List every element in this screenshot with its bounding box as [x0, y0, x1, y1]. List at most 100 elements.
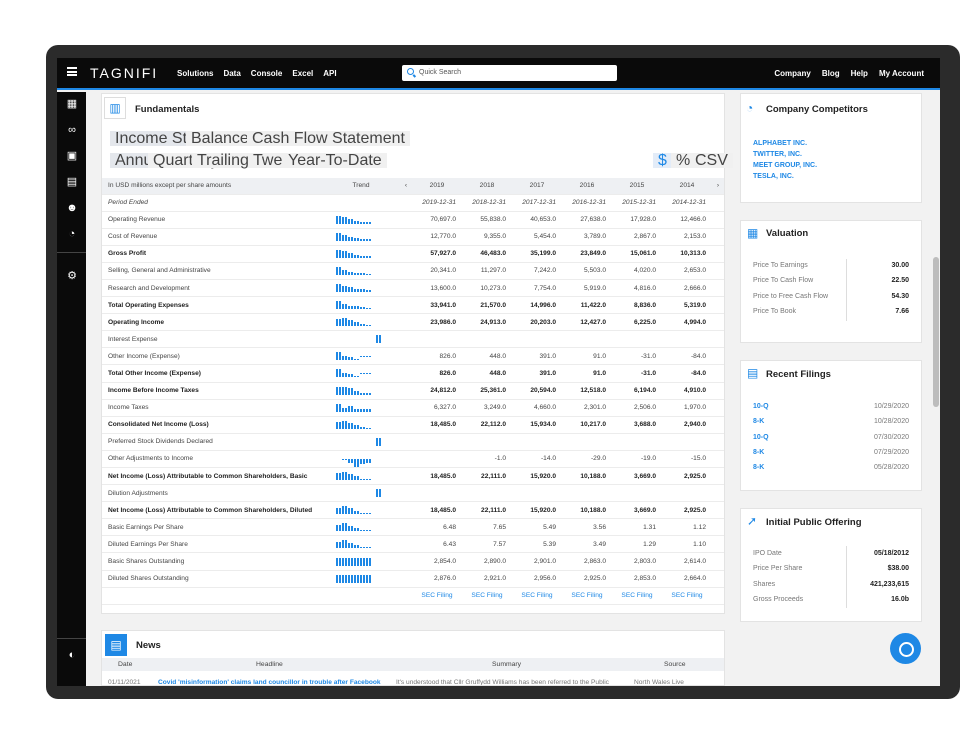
- competitor-link[interactable]: TWITTER, INC.: [753, 151, 802, 158]
- table-row: Selling, General and Administrative 20,34…: [102, 262, 724, 280]
- sec-filing-link[interactable]: SEC Filing: [462, 587, 512, 605]
- value-cell: 2,653.0: [662, 262, 712, 280]
- nav-api[interactable]: API: [323, 69, 337, 78]
- value-cell: 23,849.0: [562, 245, 612, 263]
- nav-excel[interactable]: Excel: [292, 69, 314, 78]
- col-headline[interactable]: Headline: [256, 661, 283, 668]
- value-cell: 46,483.0: [462, 245, 512, 263]
- nav-help[interactable]: Help: [850, 69, 868, 78]
- value-cell: 2017-12-31: [512, 194, 562, 212]
- value-cell: 91.0: [562, 347, 612, 366]
- trend-bar: [369, 307, 371, 310]
- scrollbar-thumb[interactable]: [933, 257, 939, 407]
- row-label: Other Adjustments to Income: [102, 450, 322, 469]
- nav-console[interactable]: Console: [250, 69, 283, 78]
- trend-bar: [354, 425, 356, 429]
- trend-bar: [336, 215, 338, 224]
- sec-filing-link[interactable]: SEC Filing: [562, 587, 612, 605]
- trend-bar: [357, 359, 359, 361]
- trend-bar: [348, 373, 350, 378]
- trend-bar: [363, 427, 365, 429]
- trend-bar: [345, 217, 347, 224]
- trend-bar: [348, 525, 350, 532]
- col-date[interactable]: Date: [118, 661, 133, 668]
- value-cell: 1.31: [612, 518, 662, 537]
- trend-bar: [342, 304, 344, 310]
- briefcase-icon[interactable]: ▤: [66, 176, 78, 188]
- nav-blog[interactable]: Blog: [821, 69, 840, 78]
- value-cell: -15.0: [662, 450, 712, 469]
- trend-header: Trend: [322, 178, 400, 195]
- chat-button[interactable]: [890, 633, 921, 664]
- value-cell: 4,994.0: [662, 313, 712, 332]
- handshake-icon[interactable]: ∞: [68, 124, 76, 136]
- kv-key[interactable]: 8-K: [753, 418, 765, 426]
- kv-key[interactable]: 10-Q: [753, 403, 769, 410]
- trend-bar: [354, 288, 356, 293]
- search-input[interactable]: Quick Search: [402, 65, 617, 81]
- nav-my-account[interactable]: My Account: [878, 69, 924, 78]
- trend-sparkline: [336, 335, 386, 344]
- unit-dollar-button[interactable]: $: [653, 153, 672, 169]
- trend-bar: [363, 458, 365, 465]
- menu-icon[interactable]: [67, 67, 77, 76]
- value-cell: 826.0: [412, 347, 462, 366]
- value-cell: 2,890.0: [462, 552, 512, 571]
- value-cell: 14,996.0: [512, 296, 562, 315]
- kv-key[interactable]: 8-K: [753, 448, 765, 456]
- building-icon[interactable]: ▦: [66, 98, 78, 110]
- competitor-link[interactable]: MEET GROUP, INC.: [753, 162, 818, 169]
- sec-filing-link[interactable]: SEC Filing: [612, 587, 662, 605]
- trend-bar: [339, 557, 341, 566]
- sec-filing-link[interactable]: SEC Filing: [412, 587, 462, 605]
- kv-key[interactable]: 10-Q: [753, 433, 769, 441]
- gear-icon[interactable]: ⚙: [67, 270, 77, 282]
- kv-key[interactable]: 8-K: [753, 464, 765, 472]
- tab-year-to-date[interactable]: Year-To-Date: [283, 153, 387, 169]
- pie-chart-icon[interactable]: ◔: [68, 228, 76, 240]
- collapse-icon[interactable]: ◐: [68, 649, 76, 661]
- people-icon[interactable]: ☻: [66, 202, 78, 214]
- value-cell: 2018-12-31: [462, 194, 512, 212]
- value-cell: 391.0: [512, 364, 562, 383]
- trend-bar: [354, 359, 356, 361]
- calculator-icon: ▦: [747, 226, 759, 240]
- next-arrow-icon[interactable]: ›: [712, 178, 724, 195]
- row-label: Total Other Income (Expense): [102, 364, 322, 383]
- money-icon[interactable]: ▣: [66, 150, 78, 162]
- trend-bar: [336, 473, 338, 481]
- trend-bar: [336, 422, 338, 429]
- trend-bar: [354, 390, 356, 395]
- sec-filing-link[interactable]: SEC Filing: [512, 587, 562, 605]
- value-cell: 24,812.0: [412, 382, 462, 400]
- competitor-link[interactable]: TESLA, INC.: [753, 173, 794, 180]
- unit-percent-button[interactable]: %: [671, 153, 696, 169]
- table-row: Basic Earnings Per Share 6.48 7.65 5.49 3.56…: [102, 518, 724, 537]
- document-icon: ▤: [747, 366, 759, 380]
- trend-cell: [322, 211, 400, 229]
- nav-data[interactable]: Data: [223, 69, 241, 78]
- logo[interactable]: TAGNIFI: [90, 65, 159, 81]
- value-cell: 2,153.0: [662, 228, 712, 246]
- value-cell: 57,927.0: [412, 245, 462, 263]
- tab-cash-flow-statement[interactable]: Cash Flow Statement: [247, 131, 410, 147]
- col-source[interactable]: Source: [664, 661, 686, 668]
- col-summary[interactable]: Summary: [492, 661, 522, 668]
- trend-cell: [322, 501, 400, 520]
- news-headline-link[interactable]: Covid 'misinformation' claims land counc…: [158, 679, 381, 686]
- trend-bar: [376, 489, 378, 498]
- csv-button[interactable]: CSV: [690, 153, 733, 169]
- trend-bar: [342, 458, 344, 460]
- kv-row: 8-K 07/29/2020: [753, 449, 909, 456]
- scrollbar[interactable]: [932, 92, 940, 686]
- nav-company[interactable]: Company: [774, 69, 811, 78]
- competitor-link[interactable]: ALPHABET INC.: [753, 140, 808, 147]
- value-cell: -31.0: [612, 347, 662, 366]
- prev-arrow-icon[interactable]: ‹: [400, 178, 412, 195]
- sec-filing-link[interactable]: SEC Filing: [662, 587, 712, 605]
- value-cell: [562, 433, 612, 451]
- nav-solutions[interactable]: Solutions: [177, 69, 214, 78]
- kv-row: Gross Proceeds 16.0b: [753, 596, 909, 603]
- trend-sparkline: [336, 540, 386, 549]
- trend-bar: [351, 272, 353, 275]
